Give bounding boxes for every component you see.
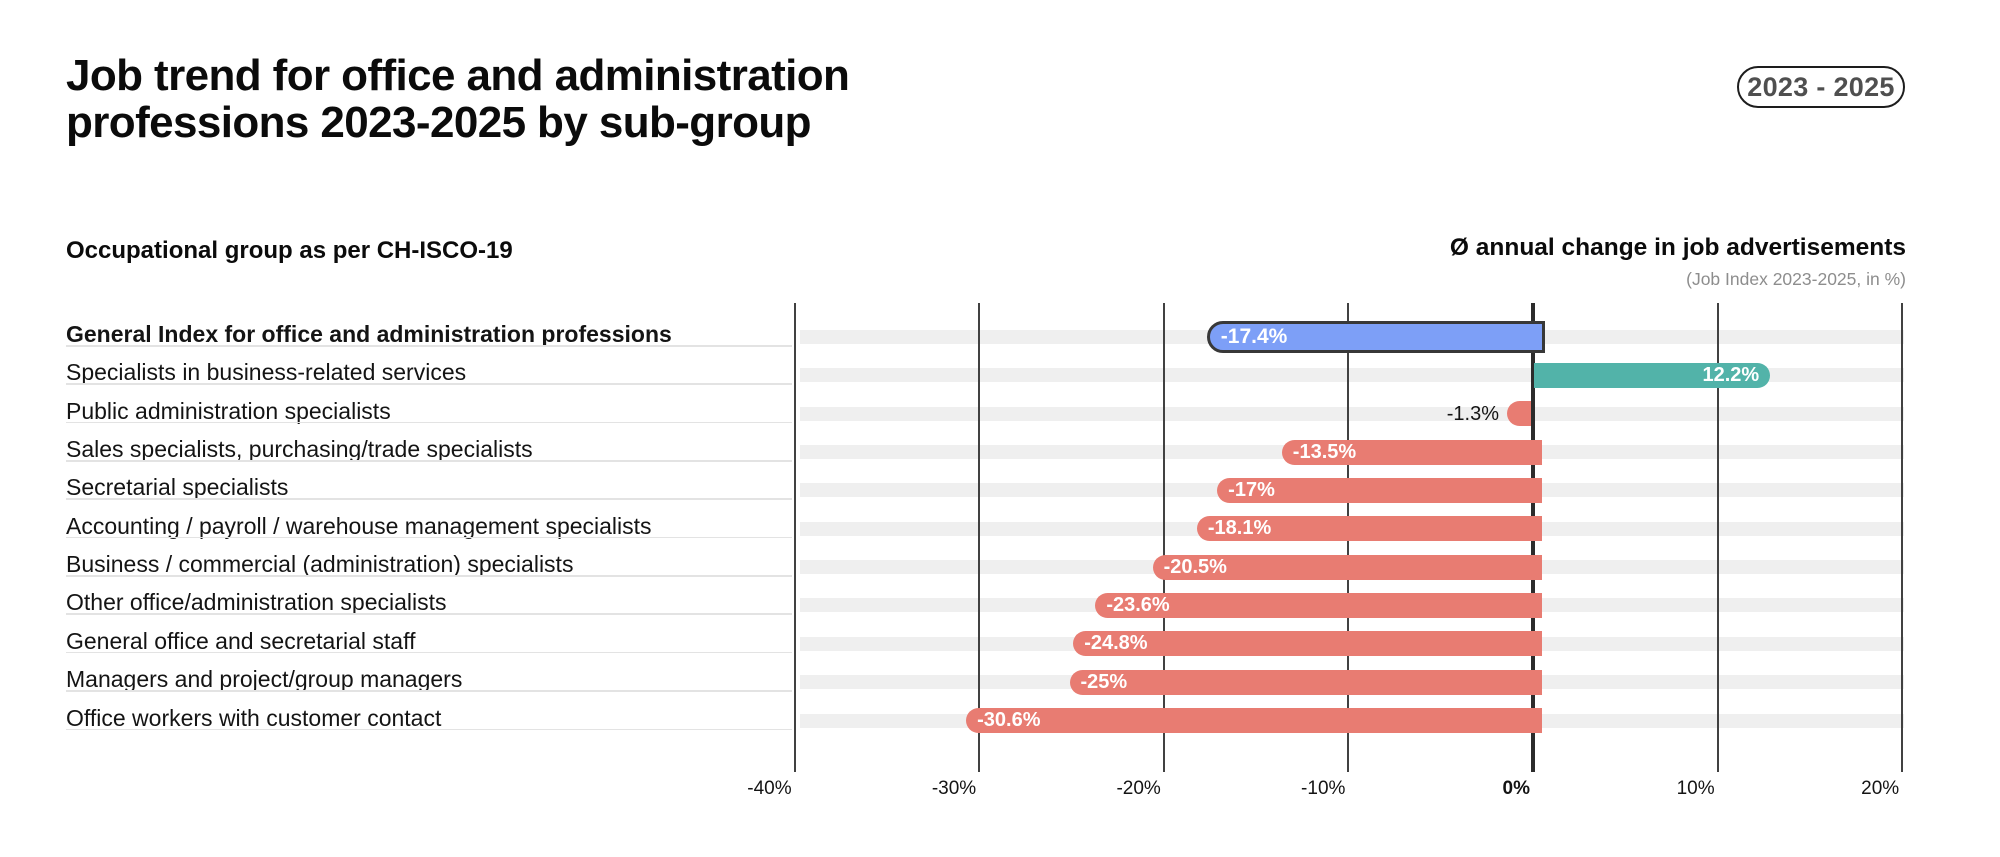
row-label: Business / commercial (administration) s…: [66, 551, 574, 578]
bar: -23.6%: [1095, 592, 1542, 618]
bar: -20.5%: [1152, 554, 1542, 580]
right-column-heading: Ø annual change in job advertisements (J…: [1450, 234, 1906, 290]
right-column-subheading: (Job Index 2023-2025, in %): [1686, 269, 1906, 289]
page-title-line-2: professions 2023-2025 by sub-group: [66, 98, 812, 147]
row-separator: [66, 690, 792, 692]
date-range-badge: 2023 - 2025: [1737, 66, 1905, 108]
page-title-line-1: Job trend for office and administration: [66, 51, 850, 100]
bar-value-label: -30.6%: [977, 709, 1041, 731]
gridline: [978, 303, 981, 772]
gridline: [793, 303, 796, 772]
gridline: [1901, 303, 1904, 772]
gridline: [1162, 303, 1165, 772]
gridline: [1716, 303, 1719, 772]
axis-tick-label: -20%: [1116, 778, 1161, 799]
page-title: Job trend for office and administration …: [66, 51, 850, 147]
row-label: Sales specialists, purchasing/trade spec…: [66, 436, 533, 463]
bar: -30.6%: [966, 708, 1542, 733]
row-stripe: [800, 406, 1904, 421]
row-label: Accounting / payroll / warehouse managem…: [66, 512, 652, 539]
row-label: Managers and project/group managers: [66, 666, 463, 693]
bar-value-label: -17.4%: [1220, 325, 1288, 348]
axis-tick-label: 0%: [1502, 778, 1530, 799]
bar: [1507, 401, 1531, 427]
bar-value-label: -25%: [1080, 670, 1128, 693]
row-separator: [66, 728, 792, 730]
bar-value-label: -20.5%: [1163, 555, 1227, 578]
row-separator: [66, 498, 792, 500]
row-label: Specialists in business-related services: [66, 359, 467, 386]
bar-value-label: -13.5%: [1292, 440, 1357, 463]
bar: -13.5%: [1281, 439, 1542, 465]
row-separator: [66, 421, 792, 424]
row-separator: [66, 460, 792, 462]
bar-value-label: -17%: [1228, 478, 1275, 501]
axis-tick-label: 10%: [1676, 778, 1715, 799]
bar: -17.4%: [1206, 321, 1545, 353]
bar-value-label: -1.3%: [1446, 402, 1500, 425]
bar: -18.1%: [1196, 516, 1542, 542]
axis-tick-label: -40%: [747, 778, 792, 799]
row-separator: [66, 345, 792, 347]
axis-tick-label: 20%: [1861, 778, 1900, 799]
row-separator: [66, 575, 792, 577]
row-label: Office workers with customer contact: [66, 704, 442, 731]
row-separator: [66, 383, 792, 385]
row-separator: [66, 536, 792, 539]
bar: 12.2%: [1534, 362, 1771, 388]
row-separator: [66, 651, 792, 654]
row-label: Other office/administration specialists: [66, 589, 447, 616]
row-separator: [66, 613, 792, 615]
row-label: Secretarial specialists: [66, 474, 289, 501]
row-label: Public administration specialists: [66, 397, 391, 424]
axis-tick-label: -10%: [1301, 778, 1346, 799]
bar: -17%: [1217, 477, 1542, 503]
bar-value-label: 12.2%: [1702, 363, 1760, 386]
bar-value-label: -18.1%: [1207, 517, 1272, 540]
bar: -25%: [1069, 669, 1542, 695]
bar-value-label: -23.6%: [1106, 593, 1170, 616]
row-label: General Index for office and administrat…: [66, 321, 672, 347]
left-column-heading: Occupational group as per CH-ISCO-19: [66, 237, 513, 264]
bar: -24.8%: [1073, 631, 1542, 657]
bar-value-label: -24.8%: [1084, 632, 1148, 655]
row-label: General office and secretarial staff: [66, 627, 416, 654]
right-column-heading-text: Ø annual change in job advertisements: [1449, 234, 1906, 261]
axis-tick-label: -30%: [931, 778, 977, 799]
